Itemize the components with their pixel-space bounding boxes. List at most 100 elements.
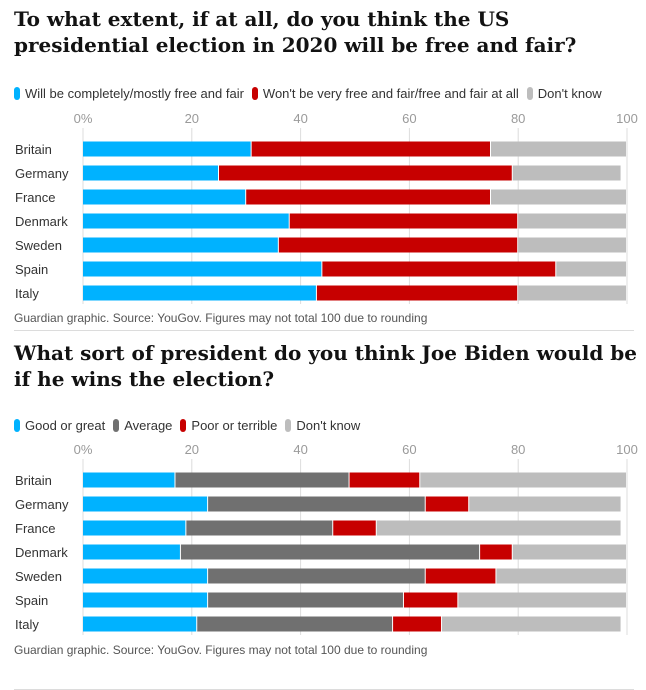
- bar-average: [208, 496, 425, 512]
- legend-item: Won't be very free and fair/free and fai…: [251, 86, 519, 101]
- bar-poor-or-terrible: [403, 592, 458, 608]
- category-label: France: [15, 190, 55, 205]
- bar-won-t-be-very-free-and-fair-free-and-fair-at-all: [322, 261, 556, 277]
- bar-good-or-great: [83, 544, 180, 560]
- bar-average: [180, 544, 480, 560]
- legend-item: Don't know: [285, 418, 360, 433]
- bar-average: [175, 472, 349, 488]
- bar-don-t-know: [491, 141, 626, 157]
- legend-item: Average: [113, 418, 172, 433]
- bar-will-be-completely-mostly-free-and-fair: [83, 261, 322, 277]
- chart-legend: Will be completely/mostly free and fair W…: [14, 86, 610, 101]
- bar-will-be-completely-mostly-free-and-fair: [83, 141, 251, 157]
- bar-will-be-completely-mostly-free-and-fair: [83, 165, 218, 181]
- category-label: Spain: [15, 262, 48, 277]
- bar-won-t-be-very-free-and-fair-free-and-fair-at-all: [246, 189, 490, 205]
- legend-item: Poor or terrible: [180, 418, 277, 433]
- x-tick-label: 0%: [74, 111, 93, 126]
- bar-poor-or-terrible: [480, 544, 512, 560]
- legend-label: Poor or terrible: [191, 418, 278, 433]
- legend-swatch: [14, 87, 20, 100]
- legend-label: Don't know: [296, 418, 361, 433]
- bar-good-or-great: [83, 496, 208, 512]
- bar-don-t-know: [458, 592, 626, 608]
- bar-will-be-completely-mostly-free-and-fair: [83, 285, 316, 301]
- legend-swatch: [180, 419, 187, 432]
- x-tick-label: 100: [616, 111, 638, 126]
- bar-don-t-know: [518, 213, 626, 229]
- bar-good-or-great: [83, 472, 175, 488]
- chart-title: What sort of president do you think Joe …: [14, 341, 638, 391]
- bar-average: [208, 592, 403, 608]
- category-label: Sweden: [15, 569, 62, 584]
- bar-won-t-be-very-free-and-fair-free-and-fair-at-all: [316, 285, 518, 301]
- bar-will-be-completely-mostly-free-and-fair: [83, 237, 278, 253]
- legend-label: Don't know: [537, 86, 602, 101]
- category-label: France: [15, 521, 55, 536]
- x-tick-label: 100: [616, 442, 638, 457]
- bar-don-t-know: [442, 616, 621, 632]
- category-label: Italy: [15, 286, 39, 301]
- bar-don-t-know: [518, 237, 626, 253]
- bar-average: [186, 520, 333, 536]
- category-label: Denmark: [15, 545, 68, 560]
- bar-won-t-be-very-free-and-fair-free-and-fair-at-all: [219, 165, 512, 181]
- bar-won-t-be-very-free-and-fair-free-and-fair-at-all: [278, 237, 518, 253]
- bar-chart: 0% 20 40 60 80 100 Britain Germany France Denmark…: [15, 442, 638, 635]
- legend-swatch: [113, 419, 120, 432]
- category-label: Britain: [15, 473, 52, 488]
- x-tick-label: 0%: [74, 442, 93, 457]
- legend-label: Won't be very free and fair/free and fai…: [262, 86, 519, 101]
- bar-poor-or-terrible: [425, 496, 469, 512]
- bar-poor-or-terrible: [425, 568, 496, 584]
- legend-swatch: [14, 419, 20, 432]
- bar-don-t-know: [512, 544, 626, 560]
- category-label: Spain: [15, 593, 48, 608]
- x-tick-label: 60: [402, 111, 416, 126]
- x-tick-label: 20: [185, 442, 199, 457]
- chart-panel-election: To what extent, if at all, do you think …: [0, 0, 646, 331]
- bar-don-t-know: [420, 472, 626, 488]
- bar-will-be-completely-mostly-free-and-fair: [83, 213, 289, 229]
- bar-don-t-know: [512, 165, 621, 181]
- bar-poor-or-terrible: [349, 472, 420, 488]
- bar-don-t-know: [469, 496, 621, 512]
- bar-poor-or-terrible: [393, 616, 442, 632]
- bar-good-or-great: [83, 520, 186, 536]
- chart-footer: Guardian graphic. Source: YouGov. Figure…: [14, 643, 428, 657]
- category-label: Germany: [15, 166, 69, 181]
- legend-item: Will be completely/mostly free and fair: [14, 86, 244, 101]
- bar-don-t-know: [376, 520, 621, 536]
- category-label: Britain: [15, 142, 52, 157]
- chart-title: To what extent, if at all, do you think …: [14, 7, 577, 57]
- bar-chart: 0% 20 40 60 80 100 Britain Germany France Denmark…: [15, 111, 638, 304]
- bar-don-t-know: [496, 568, 626, 584]
- legend-item: Don't know: [526, 86, 602, 101]
- category-label: Italy: [15, 617, 39, 632]
- x-tick-label: 40: [293, 111, 307, 126]
- legend-item: Good or great: [14, 418, 105, 433]
- x-tick-label: 20: [185, 111, 199, 126]
- bar-poor-or-terrible: [333, 520, 376, 536]
- divider: [14, 330, 634, 331]
- legend-swatch: [526, 87, 533, 100]
- x-tick-label: 40: [293, 442, 307, 457]
- x-tick-label: 80: [511, 111, 525, 126]
- x-tick-label: 80: [511, 442, 525, 457]
- bar-won-t-be-very-free-and-fair-free-and-fair-at-all: [289, 213, 518, 229]
- bar-good-or-great: [83, 592, 208, 608]
- x-tick-label: 60: [402, 442, 416, 457]
- bar-good-or-great: [83, 616, 197, 632]
- bar-don-t-know: [491, 189, 626, 205]
- bar-average: [208, 568, 425, 584]
- bar-don-t-know: [518, 285, 626, 301]
- legend-swatch: [285, 419, 292, 432]
- bar-will-be-completely-mostly-free-and-fair: [83, 189, 246, 205]
- category-label: Denmark: [15, 214, 68, 229]
- category-label: Sweden: [15, 238, 62, 253]
- chart-legend: Good or great Average Poor or terrible Don'…: [14, 418, 368, 433]
- legend-label: Good or great: [25, 418, 106, 433]
- legend-swatch: [251, 87, 258, 100]
- category-label: Germany: [15, 497, 69, 512]
- legend-label: Average: [124, 418, 173, 433]
